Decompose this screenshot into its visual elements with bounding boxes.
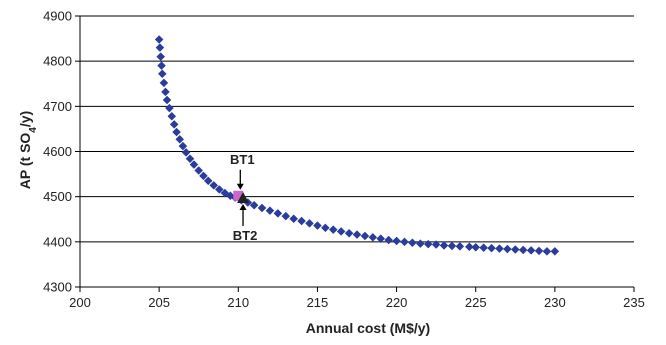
annotation-bt2: BT2 xyxy=(233,228,258,243)
y-axis-title: AP (t SO4/y) xyxy=(17,111,39,189)
data-point xyxy=(157,61,166,71)
data-point xyxy=(249,200,259,210)
x-tick-label-200: 200 xyxy=(69,295,91,310)
data-point xyxy=(415,239,425,248)
y-tick-label-4700: 4700 xyxy=(43,99,72,114)
data-point xyxy=(487,243,496,253)
data-point xyxy=(344,228,354,238)
data-point xyxy=(542,246,552,256)
data-point xyxy=(157,69,167,79)
highlight-point-bt2 xyxy=(237,192,250,204)
x-tick-label-235: 235 xyxy=(623,295,645,310)
data-point xyxy=(167,111,177,121)
arrow-bt2-head xyxy=(239,204,247,211)
data-point xyxy=(156,52,166,62)
data-point xyxy=(154,35,164,44)
data-point xyxy=(175,134,185,144)
data-point xyxy=(503,244,512,254)
tick-labels: 4300 4400 4500 4600 4700 4800 4900 200 205 210 215… xyxy=(43,9,645,311)
data-point xyxy=(510,245,520,254)
data-point xyxy=(376,234,386,244)
y-axis-title-subscript: 4 xyxy=(28,127,39,133)
data-point xyxy=(289,214,299,224)
x-axis-title: Annual cost (M$/y) xyxy=(306,320,430,336)
data-point xyxy=(360,231,370,241)
data-point xyxy=(297,216,306,226)
data-points xyxy=(154,35,560,256)
data-point xyxy=(550,246,560,256)
data-point xyxy=(336,227,346,236)
data-point xyxy=(189,160,199,169)
data-point xyxy=(273,209,283,218)
y-tick-label-4400: 4400 xyxy=(43,234,72,249)
data-point xyxy=(185,154,195,164)
data-point xyxy=(526,246,536,255)
data-point xyxy=(392,236,401,246)
arrow-bt1-head xyxy=(236,183,244,190)
data-point xyxy=(265,206,275,216)
x-tick-label-220: 220 xyxy=(386,295,408,310)
data-point xyxy=(495,244,504,253)
data-point xyxy=(431,240,441,249)
data-point xyxy=(320,223,330,233)
data-point xyxy=(408,238,417,248)
y-tick-label-4300: 4300 xyxy=(43,280,72,295)
x-tick-label-225: 225 xyxy=(465,295,487,310)
data-point xyxy=(305,218,314,228)
highlight-point-bt1 xyxy=(233,190,244,201)
data-point xyxy=(518,245,528,255)
data-point xyxy=(328,225,338,234)
data-point xyxy=(471,242,481,252)
data-point xyxy=(165,103,174,113)
data-point xyxy=(169,120,179,129)
data-point xyxy=(194,166,204,175)
data-point xyxy=(155,43,165,52)
highlight-points xyxy=(233,190,250,204)
data-point xyxy=(400,237,409,247)
data-point xyxy=(161,87,170,97)
data-point xyxy=(534,246,544,256)
y-tick-label-4900: 4900 xyxy=(43,9,72,24)
data-point xyxy=(214,185,224,194)
y-tick-label-4500: 4500 xyxy=(43,189,72,204)
data-point xyxy=(384,235,394,245)
data-point xyxy=(199,171,208,181)
data-point xyxy=(159,78,169,88)
data-point xyxy=(368,232,378,242)
x-tick-label-205: 205 xyxy=(148,295,170,310)
data-point xyxy=(423,239,433,249)
data-point xyxy=(352,230,362,239)
data-point xyxy=(479,243,488,253)
data-point xyxy=(181,148,191,157)
data-point xyxy=(447,241,457,251)
annotations: BT1 BT2 xyxy=(230,152,257,243)
y-axis-title-main: AP (t SO xyxy=(17,133,33,190)
y-axis-title-tail: /y) xyxy=(17,111,33,127)
annotation-bt1: BT1 xyxy=(230,152,255,167)
data-point xyxy=(465,242,474,252)
gridlines xyxy=(80,15,634,243)
data-point xyxy=(172,127,181,137)
x-tick-label-230: 230 xyxy=(544,295,566,310)
data-point xyxy=(439,241,449,250)
x-tick-label-215: 215 xyxy=(307,295,329,310)
data-point xyxy=(257,203,267,213)
axes xyxy=(75,15,635,292)
data-point xyxy=(209,181,219,190)
y-tick-label-4800: 4800 xyxy=(43,54,72,69)
data-point xyxy=(455,241,465,251)
y-tick-label-4600: 4600 xyxy=(43,144,72,159)
data-point xyxy=(281,211,291,221)
data-point xyxy=(203,176,213,186)
data-point xyxy=(178,141,188,151)
x-tick-label-210: 210 xyxy=(227,295,249,310)
data-point xyxy=(313,221,322,230)
data-point xyxy=(162,95,172,105)
